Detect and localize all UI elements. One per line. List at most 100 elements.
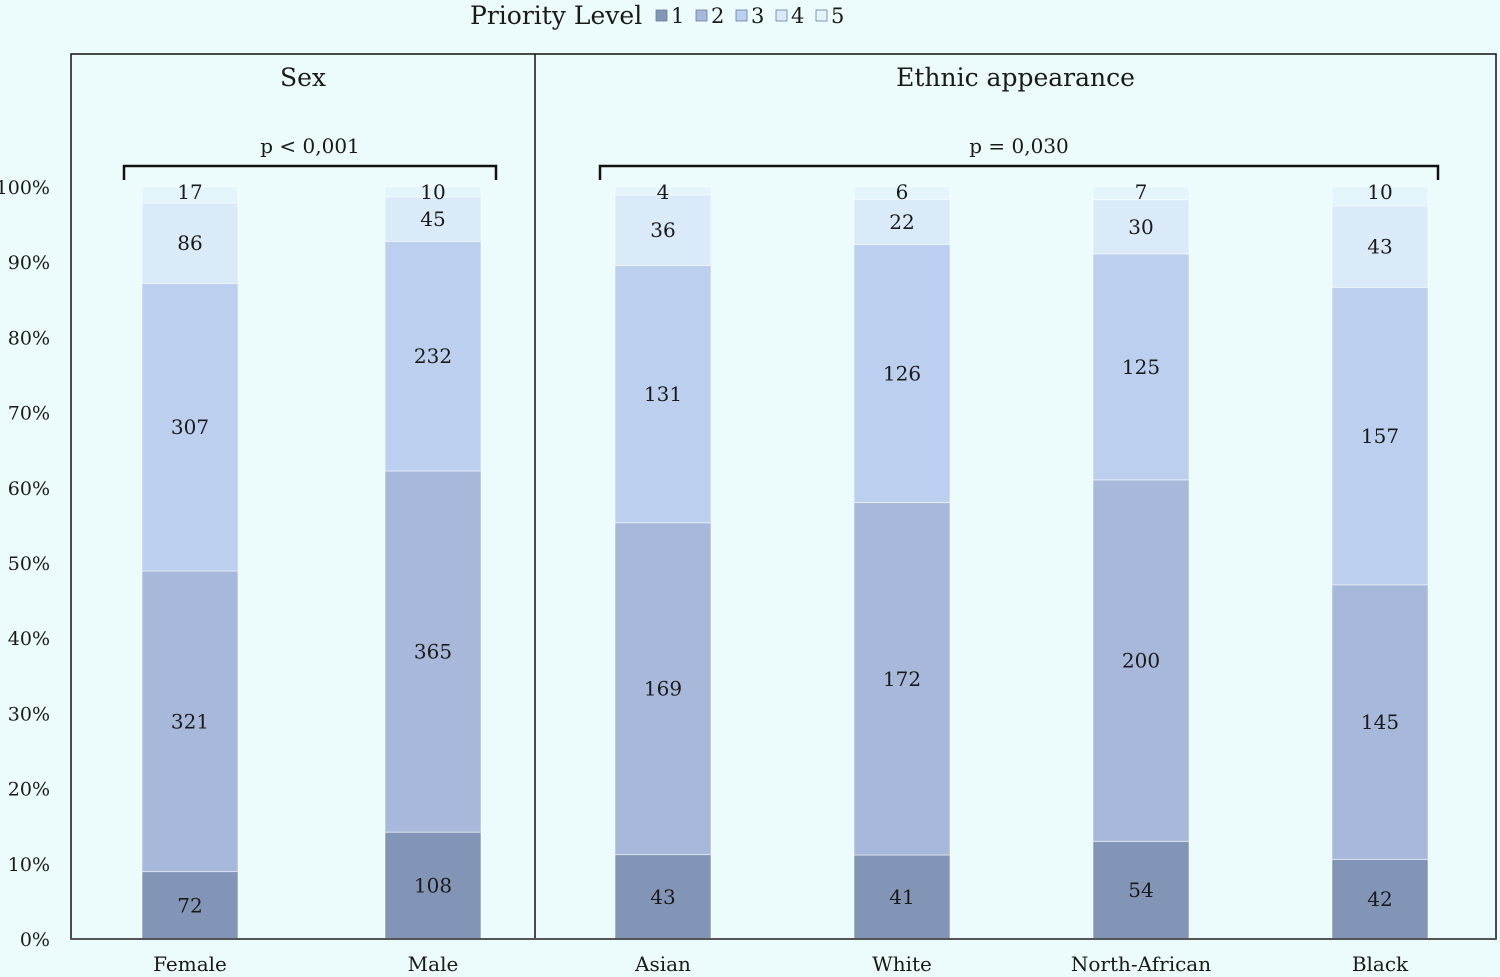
legend-swatch-4 bbox=[775, 9, 788, 22]
bar-white: 41 172 126 22 6 bbox=[853, 180, 951, 940]
data-label: 17 bbox=[177, 180, 202, 204]
legend: Priority Level 1 2 3 4 5 bbox=[470, 1, 844, 30]
bar-male: 108 365 232 45 10 bbox=[384, 180, 482, 940]
y-tick-label: 10% bbox=[8, 854, 50, 876]
bar-segment-5 bbox=[1331, 186, 1429, 207]
y-tick-label: 50% bbox=[8, 553, 50, 575]
bar-segment-2 bbox=[1331, 584, 1429, 860]
data-label: 41 bbox=[889, 885, 914, 909]
legend-swatch-5 bbox=[815, 9, 828, 22]
y-tick-label: 60% bbox=[8, 478, 50, 500]
x-tick-label: Asian bbox=[634, 952, 691, 973]
legend-label-2: 2 bbox=[711, 4, 724, 28]
data-label: 86 bbox=[177, 231, 202, 255]
bar-north-african: 54 200 125 30 7 bbox=[1092, 180, 1190, 940]
y-tick-label: 90% bbox=[8, 252, 50, 274]
data-label: 157 bbox=[1361, 424, 1399, 448]
bar-segment-4 bbox=[614, 194, 712, 267]
p-value-label: p < 0,001 bbox=[260, 134, 360, 158]
bar-segment-5 bbox=[1092, 186, 1190, 201]
bar-segment-2 bbox=[141, 570, 239, 873]
bar-segment-3 bbox=[853, 243, 951, 504]
bar-segment-1 bbox=[614, 854, 712, 940]
legend-label-3: 3 bbox=[751, 4, 764, 28]
data-label: 126 bbox=[883, 361, 921, 385]
significance-bracket bbox=[598, 164, 1440, 180]
bar-segment-1 bbox=[384, 831, 482, 940]
data-label: 125 bbox=[1122, 355, 1160, 379]
y-tick-label: 80% bbox=[8, 327, 50, 349]
bar-segment-3 bbox=[614, 265, 712, 524]
bar-segment-2 bbox=[384, 470, 482, 833]
panel-1: Sex p < 0,001 72 321 307 86 17 Female 108 365 232 4… bbox=[122, 63, 498, 976]
x-tick-label: North-African bbox=[1071, 952, 1211, 973]
data-label: 42 bbox=[1367, 887, 1392, 911]
y-tick-label: 40% bbox=[8, 628, 50, 650]
legend-title: Priority Level bbox=[470, 1, 642, 30]
y-axis: 0% 10% 20% 30% 40% 50% 60% 70% 80% 90% 100% bbox=[0, 177, 50, 951]
bar-segment-4 bbox=[853, 198, 951, 245]
data-label: 169 bbox=[644, 677, 682, 701]
data-label: 72 bbox=[177, 893, 202, 917]
bar-segment-5 bbox=[853, 186, 951, 200]
bar-segment-4 bbox=[1092, 199, 1190, 255]
data-label: 43 bbox=[1367, 235, 1392, 259]
bar-segment-2 bbox=[853, 502, 951, 856]
legend-label-4: 4 bbox=[791, 4, 804, 28]
bar-black: 42 145 157 43 10 bbox=[1331, 180, 1429, 940]
bar-segment-4 bbox=[384, 196, 482, 242]
bar-female: 72 321 307 86 17 bbox=[141, 180, 239, 940]
x-tick-label: White bbox=[872, 952, 932, 973]
legend-swatch-2 bbox=[695, 9, 708, 22]
bar-segment-2 bbox=[1092, 479, 1190, 842]
bar-segment-5 bbox=[614, 186, 712, 196]
data-label: 131 bbox=[644, 382, 682, 406]
plot-frame bbox=[70, 53, 1497, 940]
data-label: 108 bbox=[414, 874, 452, 898]
y-tick-label: 70% bbox=[8, 403, 50, 425]
bar-segment-5 bbox=[141, 186, 239, 204]
bar-asian: 43 169 131 36 4 bbox=[614, 180, 712, 940]
data-label: 10 bbox=[420, 180, 445, 204]
bar-segment-2 bbox=[614, 522, 712, 856]
data-label: 22 bbox=[889, 210, 914, 234]
data-label: 172 bbox=[883, 667, 921, 691]
data-label: 200 bbox=[1122, 649, 1160, 673]
data-label: 6 bbox=[896, 180, 909, 204]
data-label: 36 bbox=[650, 218, 675, 242]
x-tick-label: Female bbox=[153, 952, 227, 973]
x-tick-label: Black bbox=[1352, 952, 1409, 973]
panel-2: Ethnic appearance p = 0,030 43 169 131 36 4 Asi… bbox=[598, 63, 1440, 976]
bar-segment-4 bbox=[141, 202, 239, 284]
data-label: 43 bbox=[650, 885, 675, 909]
x-tick-label: Male bbox=[408, 952, 459, 973]
bar-segment-1 bbox=[853, 854, 951, 940]
legend-label-5: 5 bbox=[831, 4, 844, 28]
legend-swatch-1 bbox=[655, 9, 668, 22]
data-label: 321 bbox=[171, 709, 209, 733]
bar-segment-3 bbox=[1092, 253, 1190, 481]
bar-segment-4 bbox=[1331, 205, 1429, 288]
significance-bracket bbox=[122, 164, 498, 180]
data-label: 4 bbox=[657, 180, 670, 204]
data-label: 30 bbox=[1128, 215, 1153, 239]
y-tick-label: 100% bbox=[0, 177, 50, 199]
panel-title: Ethnic appearance bbox=[896, 63, 1135, 92]
data-label: 7 bbox=[1135, 180, 1148, 204]
bar-segment-5 bbox=[384, 186, 482, 198]
y-tick-label: 0% bbox=[20, 929, 50, 951]
panel-title: Sex bbox=[280, 63, 326, 92]
data-label: 54 bbox=[1128, 878, 1153, 902]
data-label: 307 bbox=[171, 415, 209, 439]
bar-segment-3 bbox=[141, 282, 239, 572]
data-label: 232 bbox=[414, 344, 452, 368]
legend-label-1: 1 bbox=[671, 4, 684, 28]
y-tick-label: 20% bbox=[8, 779, 50, 801]
bar-segment-3 bbox=[384, 240, 482, 472]
bar-segment-3 bbox=[1331, 286, 1429, 586]
data-label: 145 bbox=[1361, 710, 1399, 734]
legend-swatch-3 bbox=[735, 9, 748, 22]
data-label: 45 bbox=[420, 207, 445, 231]
